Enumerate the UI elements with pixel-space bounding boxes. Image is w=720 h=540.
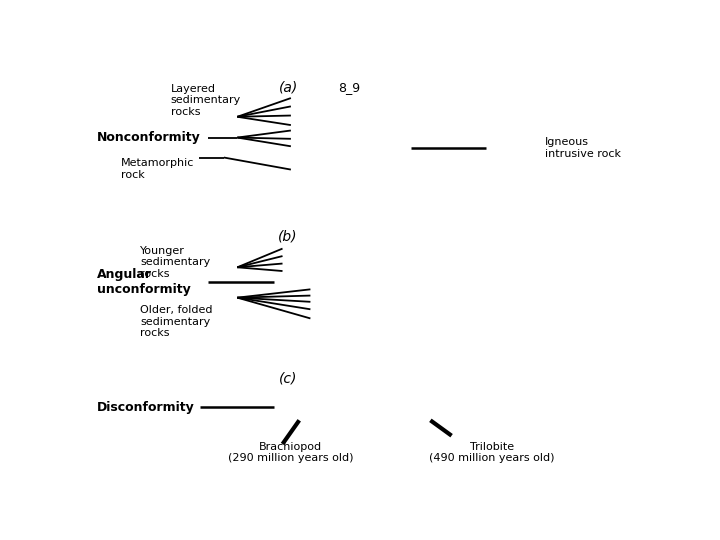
Text: (c): (c) bbox=[279, 372, 297, 386]
Text: Brachiopod
(290 million years old): Brachiopod (290 million years old) bbox=[228, 442, 354, 463]
Text: Nonconformity: Nonconformity bbox=[96, 131, 200, 144]
Text: Trilobite
(490 million years old): Trilobite (490 million years old) bbox=[429, 442, 554, 463]
Text: Older, folded
sedimentary
rocks: Older, folded sedimentary rocks bbox=[140, 305, 212, 339]
Text: Igneous
intrusive rock: Igneous intrusive rock bbox=[545, 137, 621, 159]
Text: Metamorphic
rock: Metamorphic rock bbox=[121, 158, 194, 180]
Text: (a): (a) bbox=[279, 80, 297, 94]
Text: (b): (b) bbox=[279, 230, 298, 244]
Text: Younger
sedimentary
rocks: Younger sedimentary rocks bbox=[140, 246, 210, 279]
Text: 8_9: 8_9 bbox=[338, 81, 361, 94]
Text: Layered
sedimentary
rocks: Layered sedimentary rocks bbox=[171, 84, 241, 117]
Text: Angular
unconformity: Angular unconformity bbox=[96, 268, 191, 296]
Text: Disconformity: Disconformity bbox=[96, 401, 194, 414]
